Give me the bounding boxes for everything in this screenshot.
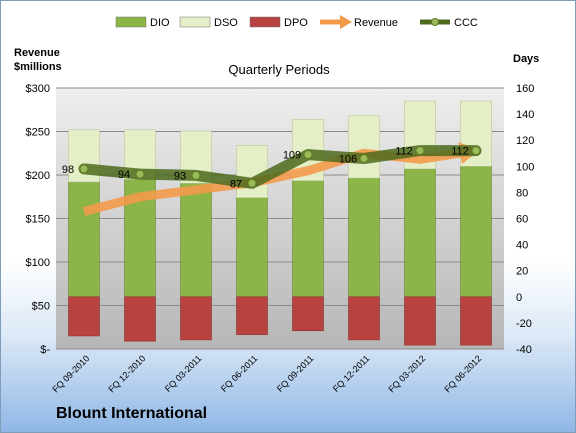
right-tick-label: 120 xyxy=(516,135,534,147)
bar-dio xyxy=(180,182,212,298)
ccc-data-label: 109 xyxy=(283,150,301,162)
right-tick-label: 100 xyxy=(516,161,534,173)
x-tick-label: FQ 03-2012 xyxy=(386,353,427,394)
x-tick-label: FQ 09-2011 xyxy=(275,353,316,394)
left-tick-label: $100 xyxy=(26,257,50,269)
ccc-data-label: 112 xyxy=(395,146,413,158)
x-tick-label: FQ 12-2010 xyxy=(106,353,147,394)
legend-label-dio: DIO xyxy=(150,17,170,29)
legend-label-dpo: DPO xyxy=(284,17,308,29)
bar-dpo xyxy=(348,296,380,341)
legend-swatch-dio xyxy=(115,16,147,28)
bar-dpo xyxy=(404,296,436,346)
bar-dpo xyxy=(460,296,492,346)
right-axis: -40 -20 0 20 40 60 80 100 120 140 160 xyxy=(516,83,534,356)
legend-label-revenue: Revenue xyxy=(354,17,398,29)
ccc-marker xyxy=(415,146,425,156)
bar-dso xyxy=(348,115,380,179)
bar-dio xyxy=(236,197,268,298)
right-axis-title: Days xyxy=(513,53,539,65)
ccc-marker xyxy=(359,153,369,163)
ccc-marker xyxy=(471,146,481,156)
right-tick-label: 60 xyxy=(516,214,528,226)
ccc-data-label: 98 xyxy=(62,164,74,176)
left-tick-label: $250 xyxy=(26,127,50,139)
right-tick-label: 80 xyxy=(516,187,528,199)
ccc-marker xyxy=(303,150,313,160)
right-tick-label: -20 xyxy=(516,318,532,330)
legend-swatch-ccc-marker xyxy=(431,18,439,26)
x-tick-label: FQ 12-2011 xyxy=(331,353,372,394)
right-tick-label: -40 xyxy=(516,344,532,356)
bar-dio xyxy=(348,177,380,298)
ccc-marker xyxy=(247,178,257,188)
bar-dso xyxy=(236,145,268,198)
ccc-data-label: 112 xyxy=(451,146,469,158)
left-tick-label: $50 xyxy=(32,301,50,313)
right-tick-label: 160 xyxy=(516,83,534,95)
x-axis-labels: FQ 09-2010 FQ 12-2010 FQ 03-2011 FQ 06-2011… xyxy=(50,353,483,394)
ccc-marker xyxy=(191,170,201,180)
right-tick-label: 0 xyxy=(516,292,522,304)
x-tick-label: FQ 09-2010 xyxy=(50,353,91,394)
legend: DIO DSO DPO Revenue CCC xyxy=(115,15,478,29)
bar-dpo xyxy=(236,296,268,335)
ccc-series: 98 94 93 87 109 106 112 112 xyxy=(62,145,482,190)
bar-dio xyxy=(460,166,492,298)
ccc-data-label: 87 xyxy=(230,178,242,190)
bar-dpo xyxy=(68,296,100,337)
bar-dpo xyxy=(292,296,324,332)
left-axis: $- $50 $100 $150 $200 $250 $300 xyxy=(26,83,51,356)
ccc-marker xyxy=(79,164,89,174)
right-tick-label: 40 xyxy=(516,240,528,252)
right-tick-label: 140 xyxy=(516,109,534,121)
company-name: Blount International xyxy=(56,405,208,422)
ccc-data-label: 94 xyxy=(118,169,130,181)
bar-dio xyxy=(292,180,324,298)
bar-dio xyxy=(68,181,100,298)
bar-dpo xyxy=(180,296,212,341)
left-tick-label: $- xyxy=(40,344,50,356)
ccc-line xyxy=(78,145,482,189)
legend-label-ccc: CCC xyxy=(454,17,478,29)
left-tick-label: $300 xyxy=(26,83,50,95)
x-tick-label: FQ 06-2012 xyxy=(442,353,483,394)
revenue-line xyxy=(82,148,465,216)
x-tick-label: FQ 03-2011 xyxy=(163,353,204,394)
left-axis-title-line-2: $millions xyxy=(14,61,62,73)
ccc-data-label: 93 xyxy=(174,170,186,182)
ccc-marker xyxy=(135,169,145,179)
left-axis-title-line-1: Revenue xyxy=(14,47,60,59)
right-tick-label: 20 xyxy=(516,266,528,278)
bar-dio xyxy=(404,168,436,298)
bar-dpo xyxy=(124,296,156,342)
legend-swatch-dso xyxy=(179,16,211,28)
left-tick-label: $150 xyxy=(26,214,50,226)
legend-label-dso: DSO xyxy=(214,17,238,29)
x-tick-label: FQ 06-2011 xyxy=(219,353,260,394)
legend-swatch-dpo xyxy=(249,16,281,28)
left-tick-label: $200 xyxy=(26,170,50,182)
ccc-data-label: 106 xyxy=(339,153,357,165)
legend-swatch-revenue-head xyxy=(340,15,352,29)
chart-title: Quarterly Periods xyxy=(228,62,330,77)
